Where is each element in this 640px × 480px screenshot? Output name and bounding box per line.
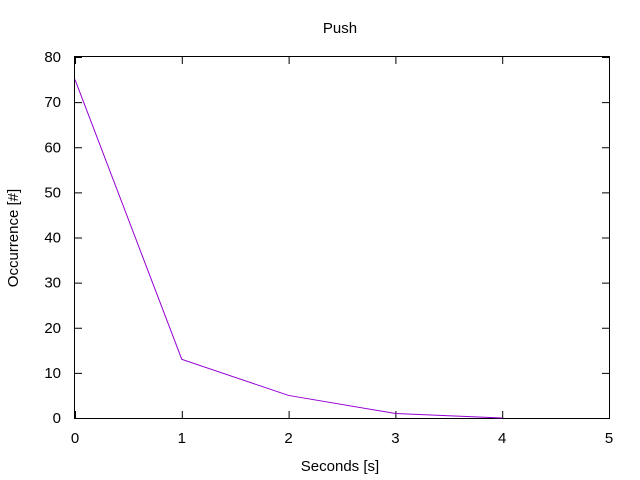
y-tick-label: 0 — [53, 410, 61, 427]
series-line — [74, 79, 503, 419]
plot-frame — [74, 56, 610, 419]
x-tick-label: 2 — [284, 430, 292, 447]
x-axis-ticks: 0 1 2 3 4 5 — [71, 57, 613, 447]
x-tick-label: 1 — [178, 430, 186, 447]
y-tick-label: 50 — [44, 184, 61, 201]
x-tick-label: 4 — [498, 430, 506, 447]
y-axis-label: Occurrence [#] — [5, 189, 22, 287]
y-tick-label: 30 — [44, 275, 61, 292]
y-tick-label: 60 — [44, 139, 61, 156]
y-tick-label: 20 — [44, 320, 61, 337]
x-axis-label: Seconds [s] — [301, 458, 379, 475]
series-layer — [74, 79, 503, 419]
x-tick-label: 3 — [391, 430, 399, 447]
y-tick-label: 70 — [44, 94, 61, 111]
chart-title: Push — [323, 20, 357, 37]
x-tick-label: 0 — [71, 430, 79, 447]
y-tick-label: 10 — [44, 365, 61, 382]
y-axis-ticks: 0 10 20 30 40 50 60 70 80 — [44, 49, 609, 427]
x-tick-label: 5 — [605, 430, 613, 447]
y-tick-label: 80 — [44, 49, 61, 66]
y-tick-label: 40 — [44, 230, 61, 247]
